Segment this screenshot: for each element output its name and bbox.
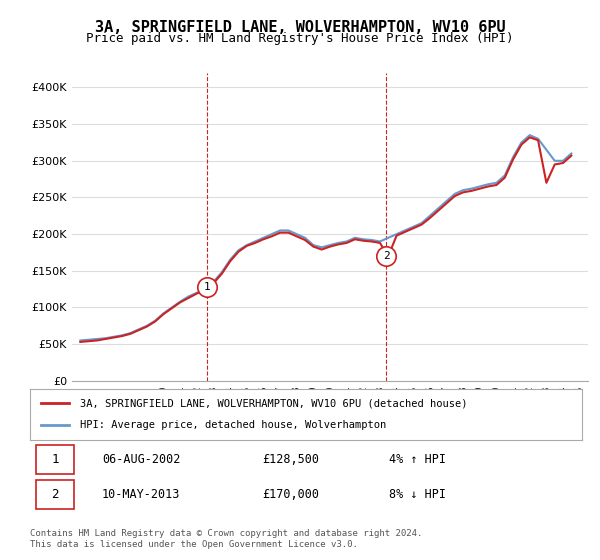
Text: 8% ↓ HPI: 8% ↓ HPI xyxy=(389,488,446,501)
FancyBboxPatch shape xyxy=(35,480,74,509)
Text: HPI: Average price, detached house, Wolverhampton: HPI: Average price, detached house, Wolv… xyxy=(80,421,386,431)
Text: 3A, SPRINGFIELD LANE, WOLVERHAMPTON, WV10 6PU: 3A, SPRINGFIELD LANE, WOLVERHAMPTON, WV1… xyxy=(95,20,505,35)
Text: 3A, SPRINGFIELD LANE, WOLVERHAMPTON, WV10 6PU (detached house): 3A, SPRINGFIELD LANE, WOLVERHAMPTON, WV1… xyxy=(80,398,467,408)
Text: 4% ↑ HPI: 4% ↑ HPI xyxy=(389,452,446,466)
Text: Price paid vs. HM Land Registry's House Price Index (HPI): Price paid vs. HM Land Registry's House … xyxy=(86,32,514,45)
Text: 06-AUG-2002: 06-AUG-2002 xyxy=(102,452,180,466)
Text: 2: 2 xyxy=(51,488,59,501)
FancyBboxPatch shape xyxy=(35,445,74,474)
Text: 2: 2 xyxy=(383,251,389,261)
Text: 1: 1 xyxy=(203,282,210,292)
Text: £170,000: £170,000 xyxy=(262,488,319,501)
Text: 1: 1 xyxy=(51,452,59,466)
Text: 10-MAY-2013: 10-MAY-2013 xyxy=(102,488,180,501)
Text: Contains HM Land Registry data © Crown copyright and database right 2024.
This d: Contains HM Land Registry data © Crown c… xyxy=(30,529,422,549)
Text: £128,500: £128,500 xyxy=(262,452,319,466)
